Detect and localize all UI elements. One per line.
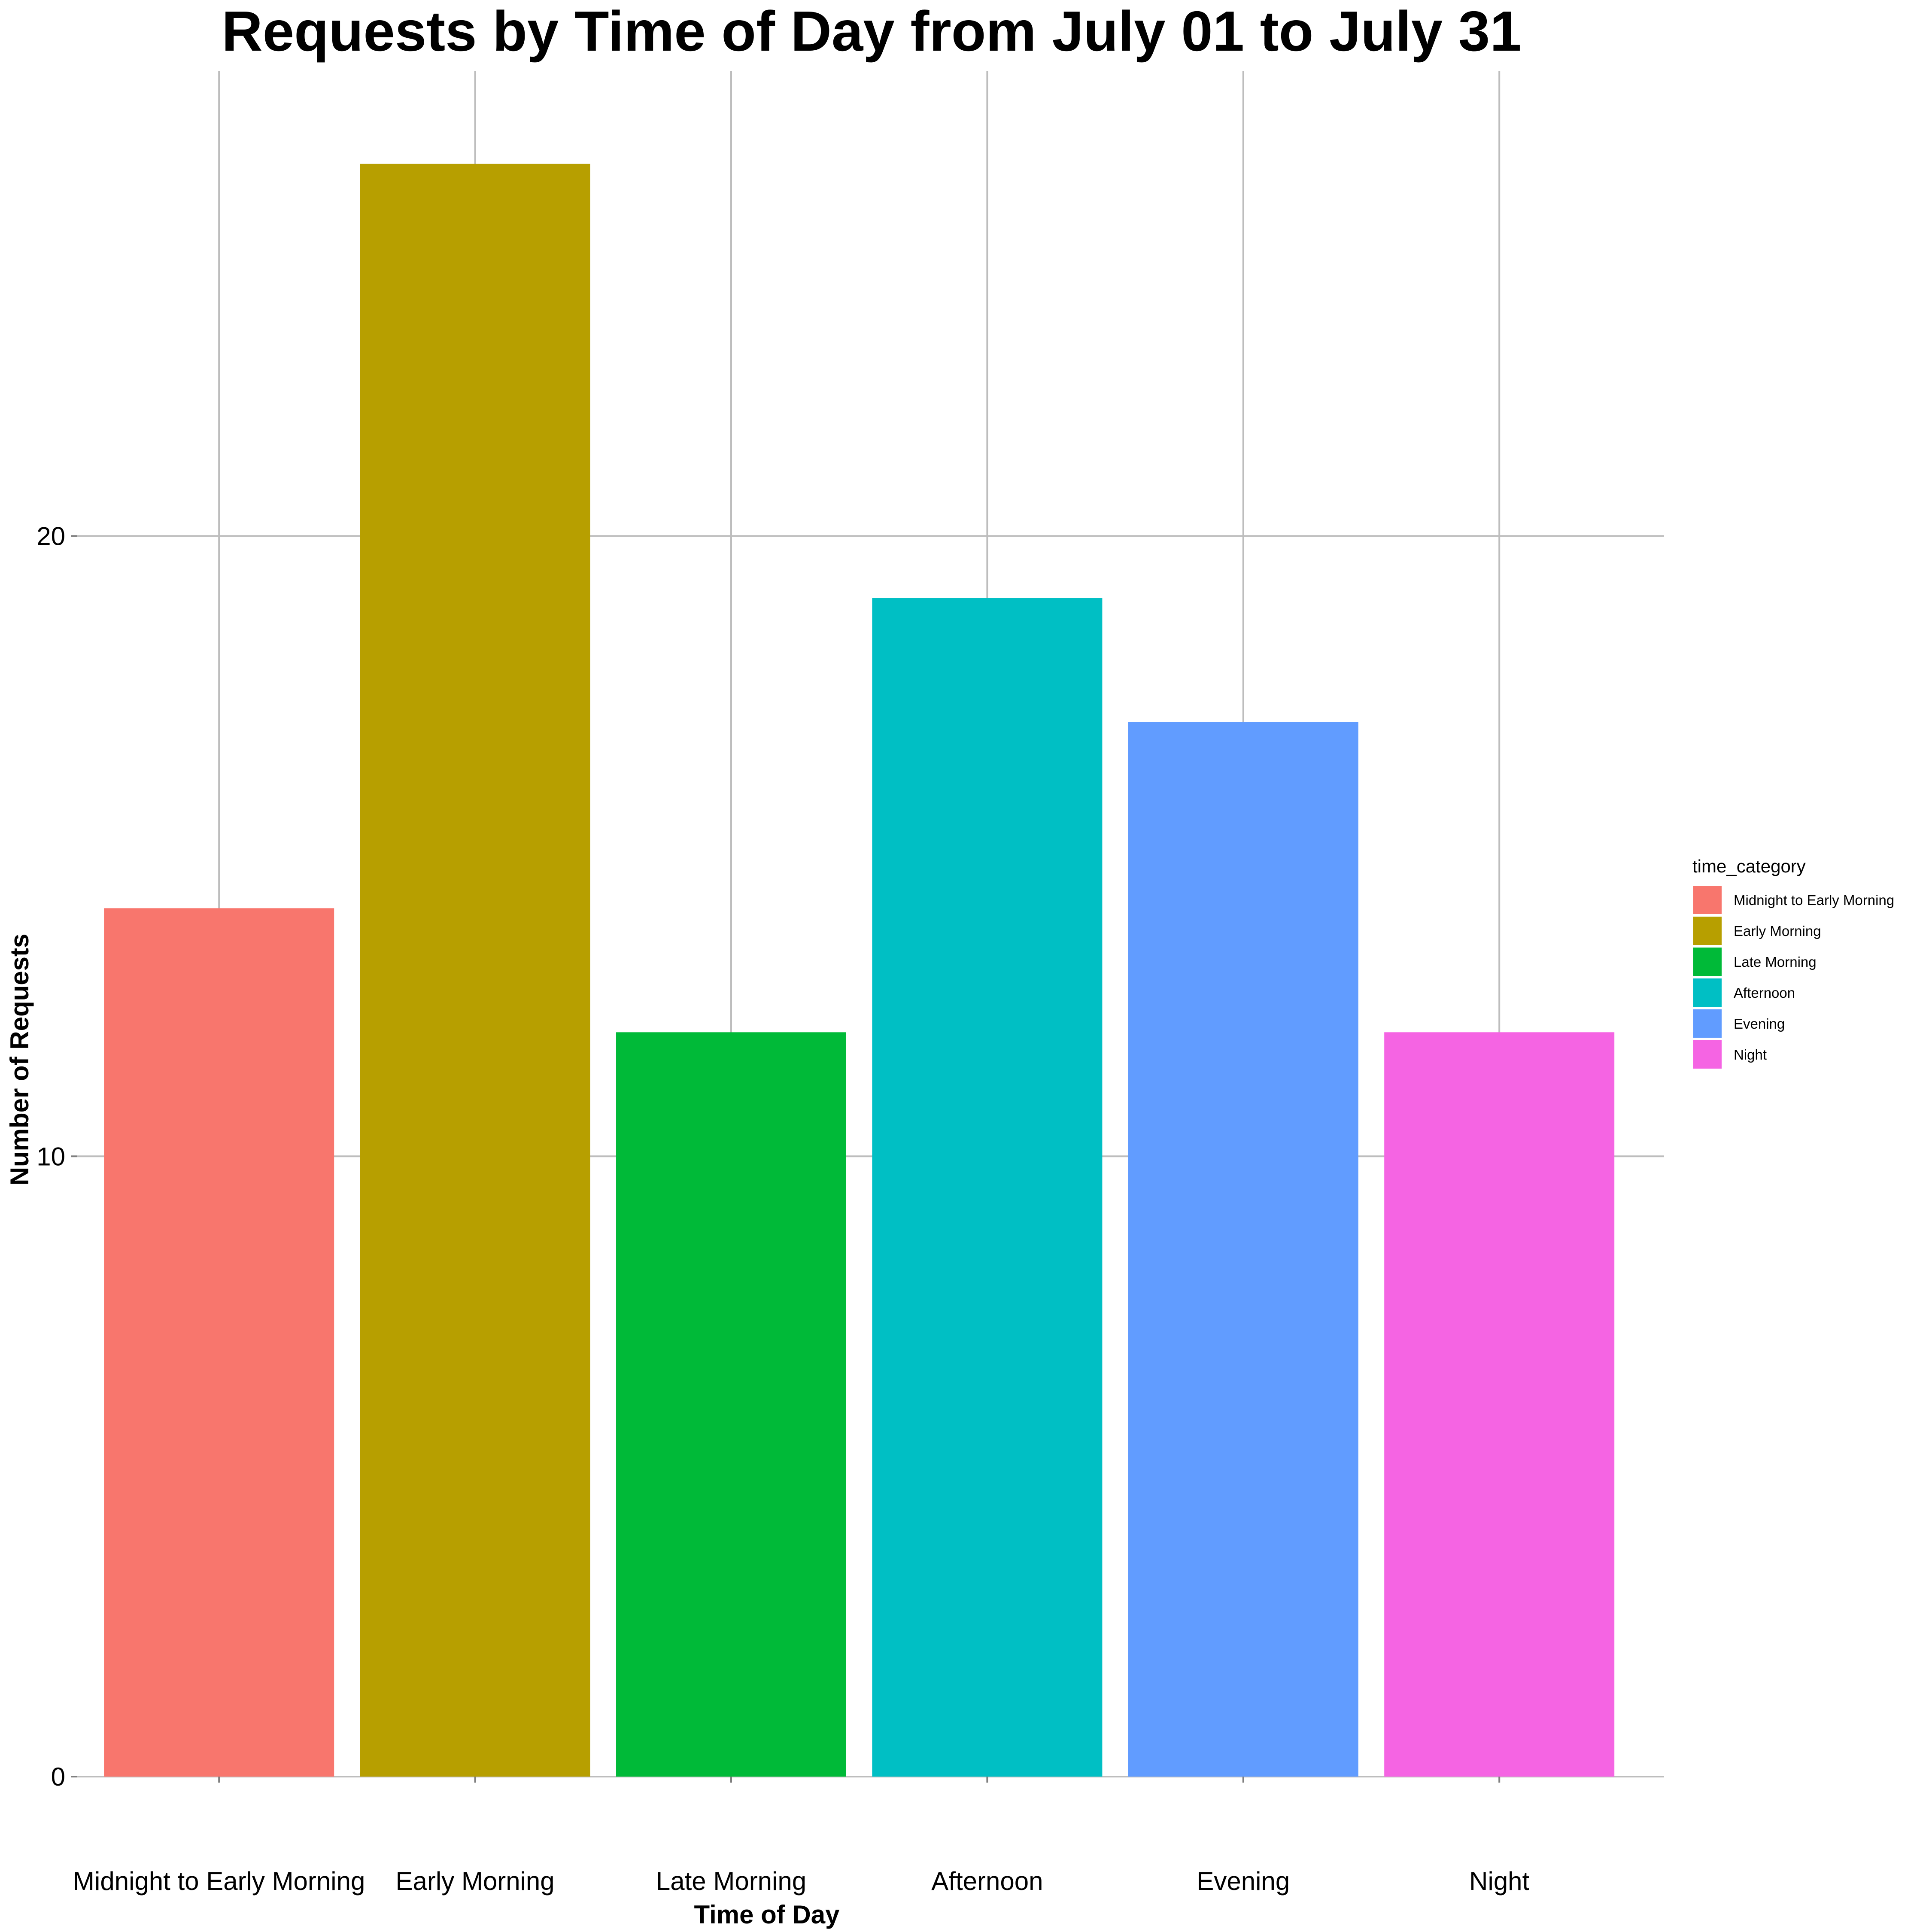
y-tick-label: 20 bbox=[36, 522, 65, 551]
legend-swatch bbox=[1693, 948, 1722, 976]
chart-title: Requests by Time of Day from July 01 to … bbox=[222, 0, 1521, 63]
x-axis: Midnight to Early Morning Early Morning La… bbox=[73, 1777, 1530, 1896]
y-tick-label: 10 bbox=[36, 1142, 65, 1171]
legend-swatch bbox=[1693, 1009, 1722, 1038]
legend-label: Night bbox=[1734, 1047, 1767, 1063]
legend-swatch bbox=[1693, 917, 1722, 945]
x-axis-title: Time of Day bbox=[694, 1900, 840, 1929]
legend-swatch bbox=[1693, 886, 1722, 914]
bar bbox=[872, 598, 1103, 1777]
legend-label: Evening bbox=[1734, 1016, 1785, 1032]
x-tick-label: Night bbox=[1469, 1867, 1529, 1896]
legend-swatch bbox=[1693, 978, 1722, 1007]
legend-swatch bbox=[1693, 1040, 1722, 1069]
legend-label: Early Morning bbox=[1734, 923, 1821, 939]
x-tick-label: Evening bbox=[1197, 1867, 1290, 1896]
y-axis: 0 10 20 bbox=[36, 522, 77, 1791]
bars bbox=[104, 164, 1615, 1777]
x-tick-label: Late Morning bbox=[656, 1867, 806, 1896]
y-axis-title: Number of Requests bbox=[5, 934, 34, 1186]
bar bbox=[616, 1032, 846, 1777]
x-tick-label: Early Morning bbox=[396, 1867, 555, 1896]
legend-label: Afternoon bbox=[1734, 985, 1795, 1001]
bar bbox=[1384, 1032, 1615, 1777]
legend-title: time_category bbox=[1692, 856, 1806, 876]
bar bbox=[104, 908, 334, 1777]
x-tick-label: Midnight to Early Morning bbox=[73, 1867, 365, 1896]
x-tick-label: Afternoon bbox=[931, 1867, 1043, 1896]
legend-label: Late Morning bbox=[1734, 954, 1817, 970]
y-tick-label: 0 bbox=[51, 1762, 65, 1791]
bar bbox=[1128, 722, 1358, 1777]
legend: time_category Midnight to Early Morning E… bbox=[1692, 856, 1894, 1069]
legend-label: Midnight to Early Morning bbox=[1734, 892, 1894, 908]
bar bbox=[360, 164, 590, 1777]
